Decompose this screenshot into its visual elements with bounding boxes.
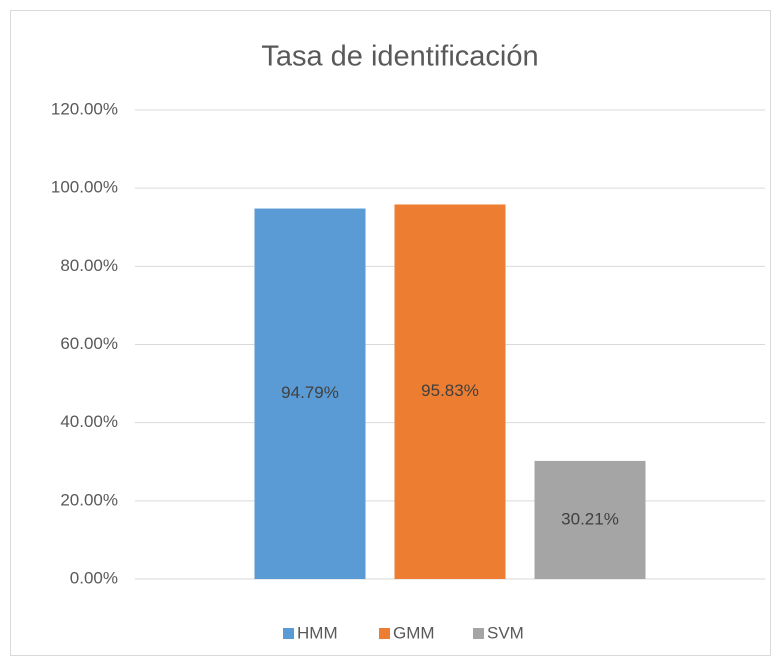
y-tick-label: 100.00% [51, 178, 118, 197]
data-label: 94.79% [281, 383, 339, 402]
y-tick-label: 60.00% [60, 334, 118, 353]
bar [534, 460, 646, 579]
chart-border [10, 10, 771, 656]
data-label: 30.21% [561, 509, 619, 528]
y-tick-label: 120.00% [51, 99, 118, 118]
y-tick-label: 40.00% [60, 412, 118, 431]
legend-swatch [379, 628, 390, 639]
y-tick-label: 0.00% [70, 568, 118, 587]
legend-label: GMM [393, 623, 435, 642]
data-label: 95.83% [421, 381, 479, 400]
y-tick-label: 80.00% [60, 256, 118, 275]
legend-label: HMM [297, 623, 338, 642]
y-tick-label: 20.00% [60, 490, 118, 509]
bar [394, 204, 506, 579]
legend-swatch [283, 628, 294, 639]
legend-swatch [473, 628, 484, 639]
chart-title: Tasa de identificación [261, 41, 538, 73]
legend-label: SVM [487, 623, 524, 642]
bar [254, 208, 366, 579]
